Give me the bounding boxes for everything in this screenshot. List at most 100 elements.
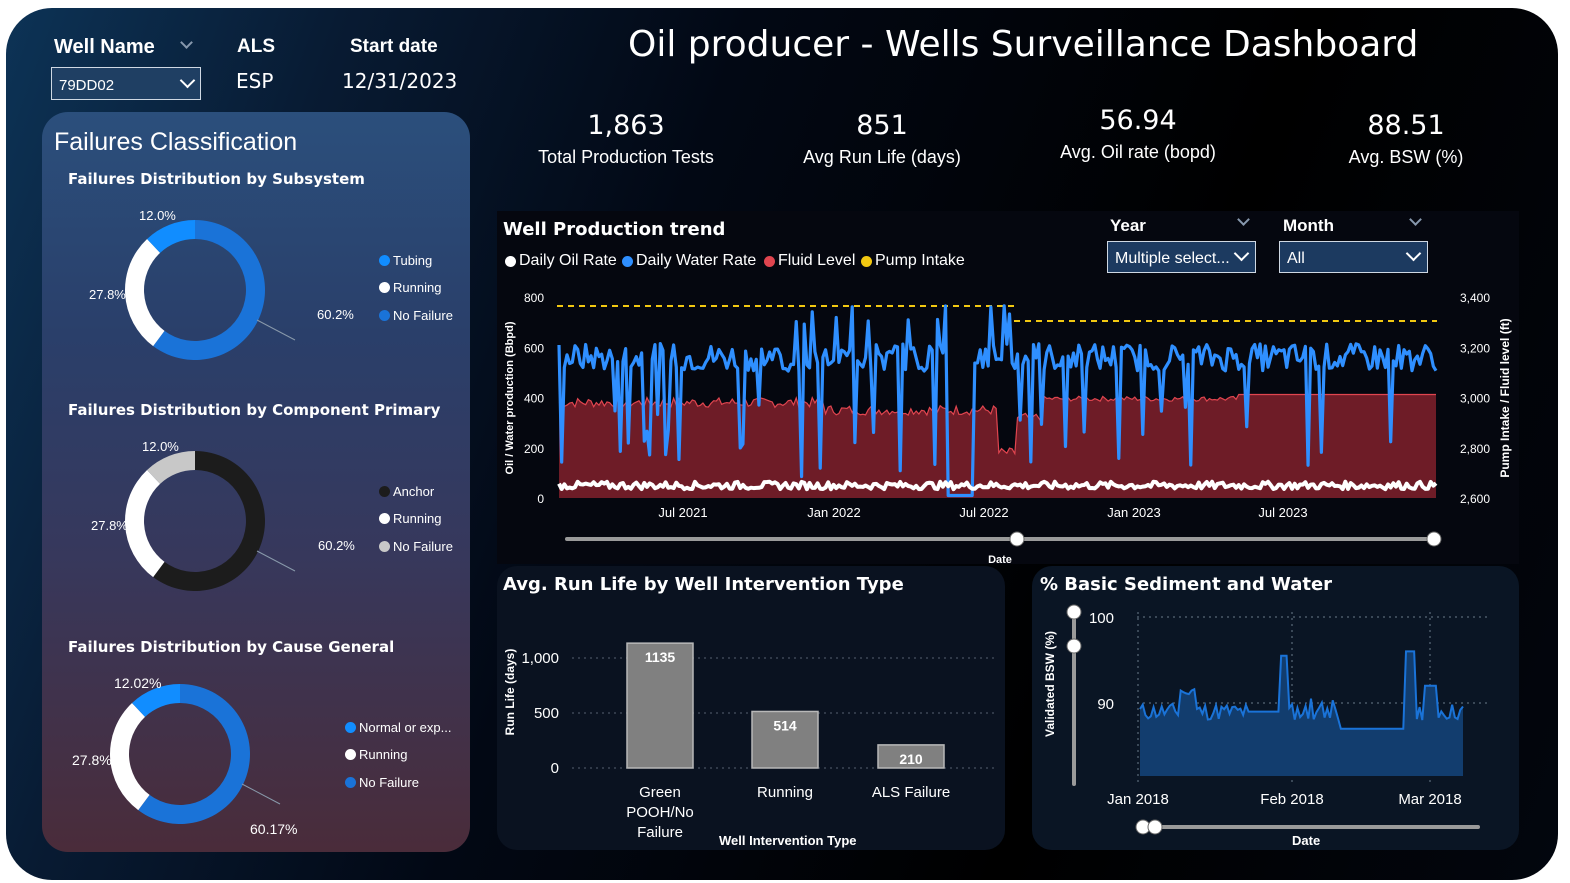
leader-line <box>256 550 296 572</box>
legend-dot <box>861 256 872 267</box>
legend-item-running[interactable]: Running <box>345 747 407 762</box>
date-slider-handle-end[interactable] <box>1426 531 1442 547</box>
bar[interactable] <box>626 642 694 769</box>
y-tick: 100 <box>1089 610 1114 627</box>
donut-slice <box>124 469 165 578</box>
production-trend-title: Well Production trend <box>503 219 726 240</box>
bsw-slider-handle-bottom[interactable] <box>1066 638 1082 654</box>
bsw-panel: % Basic Sediment and Water 100 90 Jan 2018… <box>1032 566 1519 850</box>
legend-dot <box>379 282 390 293</box>
run-life-panel: Avg. Run Life by Well Intervention Type … <box>497 566 1005 850</box>
y-tick-left: 0 <box>537 492 544 506</box>
year-select-value: Multiple select... <box>1115 250 1230 267</box>
x-tick: Jan 2023 <box>1107 505 1161 520</box>
y-tick-right: 3,400 <box>1460 291 1490 305</box>
x-tick: Jul 2021 <box>658 505 707 520</box>
donut-label: 60.2% <box>318 538 355 553</box>
als-label: ALS <box>237 36 275 57</box>
legend-dot <box>379 255 390 266</box>
bsw-slider-handle-top[interactable] <box>1066 604 1082 620</box>
donut-slice <box>147 451 195 484</box>
legend-item-anchor[interactable]: Anchor <box>379 484 434 499</box>
legend-label: Tubing <box>393 253 433 268</box>
y-tick: 90 <box>1097 696 1114 713</box>
donut-label: 12.02% <box>114 675 162 691</box>
well-name-chevron-icon[interactable] <box>180 36 193 49</box>
y-axis-title: Validated BSW (%) <box>1043 631 1057 737</box>
x-tick: ALS Failure <box>872 784 950 801</box>
bsw-line <box>1139 650 1464 730</box>
well-name-select[interactable]: 79DD02 <box>51 67 201 100</box>
bsw-chart[interactable]: 100 90 Jan 2018 Feb 2018 Mar 2018 Validated B… <box>1032 566 1519 850</box>
x-tick: Jul 2022 <box>959 505 1008 520</box>
y-tick-left: 200 <box>524 442 544 456</box>
month-select-value: All <box>1287 250 1305 267</box>
x-tick: Failure <box>637 824 683 841</box>
legend-dot <box>379 486 390 497</box>
donut-slice <box>153 451 265 591</box>
legend-item-oil[interactable]: Daily Oil Rate <box>505 252 617 270</box>
run-life-chart[interactable]: 1,000 500 0 Run Life (days) 1135 Green POOH/No… <box>497 566 1005 850</box>
legend-item-pump-intake[interactable]: Pump Intake <box>861 252 965 270</box>
bar[interactable] <box>751 710 819 769</box>
y-axis-title-left: Oil / Water production (Bbpd) <box>504 321 516 474</box>
y-axis-title-right: Pump Intake / Fluid level (ft) <box>1498 318 1512 477</box>
legend-label: No Failure <box>393 539 453 554</box>
legend-item-running[interactable]: Running <box>379 280 441 295</box>
legend-label: Daily Oil Rate <box>519 252 617 269</box>
x-tick: Jan 2018 <box>1107 791 1169 808</box>
legend-item-normal[interactable]: Normal or exp... <box>345 720 451 735</box>
failures-panel-title: Failures Classification <box>54 128 298 156</box>
well-name-value: 79DD02 <box>59 77 115 94</box>
legend-label: Pump Intake <box>875 252 965 269</box>
start-date-label: Start date <box>350 36 438 57</box>
als-value: ESP <box>236 69 274 93</box>
bsw-date-handle-end[interactable] <box>1147 819 1163 835</box>
month-select[interactable]: All <box>1279 241 1428 273</box>
bar-value-label: 514 <box>773 717 797 733</box>
legend-label: Running <box>393 511 442 526</box>
kpi-avg-run-life: 851 Avg Run Life (days) <box>762 110 1002 168</box>
page-title: Oil producer - Wells Surveillance Dashbo… <box>628 24 1419 65</box>
y-tick-right: 2,800 <box>1460 442 1490 456</box>
legend-item-tubing[interactable]: Tubing <box>379 253 432 268</box>
legend-item-no-failure[interactable]: No Failure <box>345 775 419 790</box>
legend-item-no-failure[interactable]: No Failure <box>379 308 453 323</box>
kpi-value: 851 <box>856 110 908 141</box>
y-axis-title: Run Life (days) <box>503 649 517 736</box>
legend-dot <box>379 513 390 524</box>
year-select[interactable]: Multiple select... <box>1107 241 1256 273</box>
legend-item-running[interactable]: Running <box>379 511 441 526</box>
legend-item-water[interactable]: Daily Water Rate <box>622 252 756 270</box>
legend-item-no-failure[interactable]: No Failure <box>379 539 453 554</box>
legend-dot <box>345 749 356 760</box>
donut-label: 12.0% <box>139 208 176 223</box>
donut-cause[interactable] <box>42 667 470 847</box>
kpi-label: Total Production Tests <box>538 147 714 167</box>
production-trend-panel: Well Production trend Year Multiple sele… <box>497 211 1519 564</box>
donut-title-subsystem: Failures Distribution by Subsystem <box>68 170 365 188</box>
production-trend-chart[interactable]: 800 600 400 200 0 3,400 3,200 3,000 2,800 2,600 Oi… <box>497 211 1519 564</box>
year-slicer-label: Year <box>1110 216 1146 235</box>
donut-label: 27.8% <box>72 752 112 768</box>
kpi-avg-oil-rate: 56.94 Avg. Oil rate (bopd) <box>1018 105 1258 163</box>
x-tick: Jan 2022 <box>807 505 861 520</box>
donut-slice <box>138 684 250 824</box>
month-slicer-label: Month <box>1283 216 1334 235</box>
y-tick: 500 <box>534 705 559 722</box>
x-tick: Running <box>757 784 813 801</box>
legend-label: No Failure <box>393 308 453 323</box>
bsw-title: % Basic Sediment and Water <box>1040 574 1333 595</box>
donut-subsystem[interactable] <box>42 197 470 377</box>
x-tick: Mar 2018 <box>1398 791 1461 808</box>
legend-label: Daily Water Rate <box>636 252 757 269</box>
date-slider-handle-start[interactable] <box>1009 531 1025 547</box>
donut-label: 60.2% <box>317 307 354 322</box>
y-tick-right: 2,600 <box>1460 492 1490 506</box>
legend-item-fluid-level[interactable]: Fluid Level <box>764 252 855 270</box>
bar-value-label: 210 <box>899 751 923 767</box>
donut-component[interactable] <box>42 428 470 608</box>
donut-slice <box>147 220 195 253</box>
bar[interactable] <box>877 744 945 769</box>
donut-label: 27.8% <box>91 518 128 533</box>
